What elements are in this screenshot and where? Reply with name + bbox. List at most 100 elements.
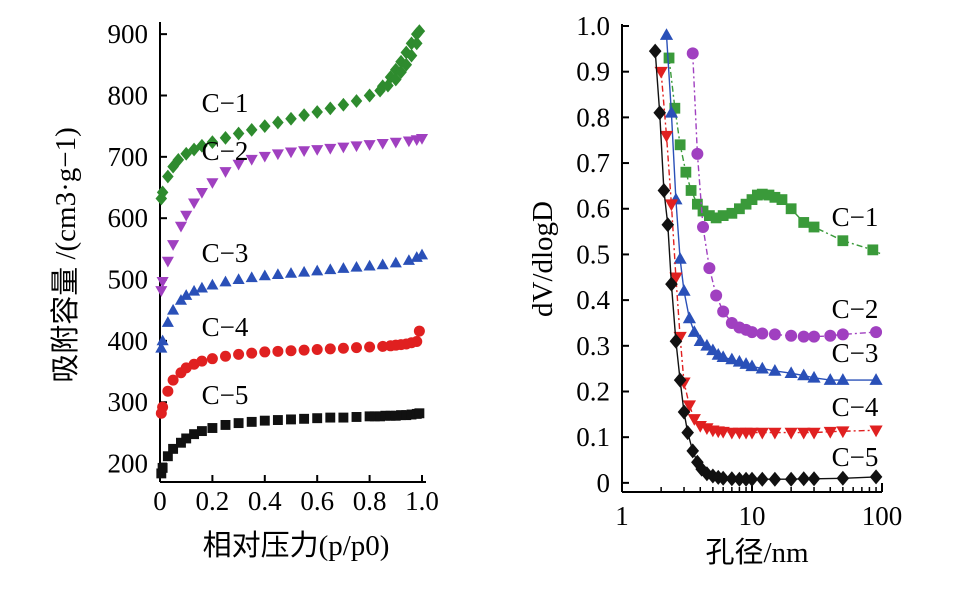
data-point (156, 185, 169, 200)
data-point (807, 427, 821, 440)
data-point (196, 138, 208, 153)
data-point (710, 289, 723, 302)
data-point (405, 48, 418, 63)
x-tick-label: 0.4 (248, 486, 282, 516)
data-point (784, 366, 798, 379)
data-point (369, 411, 380, 422)
data-point (298, 108, 310, 122)
data-point (836, 328, 849, 341)
y-tick-label: 800 (108, 80, 149, 110)
data-point (746, 326, 758, 339)
series-4 (654, 66, 883, 440)
data-point (233, 418, 244, 429)
data-point (797, 330, 810, 343)
data-point (298, 146, 311, 158)
y-axis-title: 吸附容量 /(cm3·g−1) (49, 127, 82, 383)
x-tick-label: 0 (153, 486, 167, 516)
series-label: C−4 (832, 392, 879, 422)
data-point (377, 340, 389, 352)
data-point (784, 471, 798, 487)
data-point (716, 470, 730, 486)
data-point (233, 348, 245, 360)
data-point (285, 111, 297, 126)
series-2 (686, 47, 883, 343)
data-point (385, 410, 396, 421)
y-tick-label: 0 (597, 468, 611, 498)
data-point (161, 256, 174, 268)
data-point (245, 122, 258, 137)
data-point (219, 167, 232, 178)
y-tick-label: 0.9 (576, 57, 610, 87)
data-point (797, 427, 811, 440)
data-point (384, 70, 397, 84)
series-label: C−1 (832, 202, 879, 232)
x-tick-label: 1.0 (405, 486, 439, 516)
data-point (733, 471, 746, 487)
data-point (325, 412, 336, 423)
data-point (380, 410, 391, 421)
data-point (337, 97, 350, 112)
data-point (167, 374, 179, 386)
data-point (837, 235, 849, 247)
data-point (271, 268, 284, 280)
data-point (206, 353, 218, 365)
data-point (363, 259, 376, 271)
data-point (195, 281, 208, 293)
data-point (402, 136, 415, 148)
data-point (259, 415, 270, 426)
y-tick-label: 400 (108, 326, 149, 356)
series-3 (155, 248, 429, 353)
data-point (414, 408, 425, 419)
data-point (756, 188, 768, 200)
data-point (687, 325, 701, 337)
data-point (785, 329, 798, 342)
data-point (717, 305, 730, 318)
series-label: C−3 (202, 238, 249, 268)
data-point (206, 135, 219, 149)
data-point (673, 372, 687, 388)
data-point (657, 182, 671, 198)
data-point (285, 345, 297, 357)
data-point (768, 427, 782, 440)
data-point (156, 276, 169, 288)
data-point (768, 328, 781, 341)
series-label: C−5 (832, 442, 879, 472)
series-1 (663, 52, 883, 256)
data-point (311, 105, 323, 119)
data-point (324, 343, 336, 355)
data-point (745, 471, 759, 487)
data-point (382, 78, 394, 93)
y-tick-label: 900 (108, 19, 149, 49)
data-point (836, 426, 850, 439)
series-label: C−5 (202, 380, 249, 410)
data-point (415, 134, 429, 145)
data-point (755, 427, 769, 440)
data-point (663, 52, 675, 64)
series-1 (155, 24, 426, 206)
data-point (298, 265, 311, 277)
data-point (725, 352, 739, 365)
y-tick-label: 0.6 (576, 194, 610, 224)
series-label: C−3 (832, 338, 879, 368)
data-point (674, 139, 686, 151)
data-point (716, 350, 730, 363)
data-point (808, 330, 821, 343)
data-point (311, 264, 324, 276)
data-point (659, 130, 674, 143)
data-point (312, 413, 323, 424)
x-tick-label: 100 (862, 501, 903, 531)
data-point (180, 210, 193, 222)
data-point (258, 269, 271, 281)
data-point (157, 462, 168, 473)
data-point (824, 329, 837, 342)
data-point (776, 194, 788, 206)
data-point (763, 189, 775, 201)
data-point (286, 414, 296, 425)
data-point (157, 401, 169, 413)
data-point (220, 419, 231, 430)
y-tick-label: 700 (108, 142, 149, 172)
data-point (703, 210, 715, 221)
data-point (168, 443, 179, 454)
data-point (350, 141, 363, 153)
